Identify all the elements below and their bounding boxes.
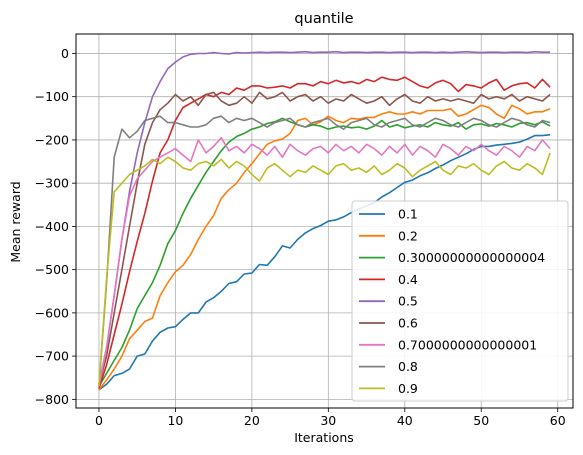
axis-ticks: 0 10 20 30 40 50 60 0 −100 −200 −300 −400 −500 −600 −7… <box>35 46 566 428</box>
legend-entry-3: 0.4 <box>398 272 418 287</box>
legend-entry-8: 0.9 <box>398 381 418 396</box>
series-lines <box>98 50 551 391</box>
x-tick-label: 0 <box>95 413 103 428</box>
legend-entry-2: 0.30000000000000004 <box>398 250 545 265</box>
legend-entry-5: 0.6 <box>398 316 418 331</box>
x-tick-label: 50 <box>473 413 489 428</box>
y-tick-label: −800 <box>35 392 69 407</box>
y-tick-label: 0 <box>61 46 69 61</box>
y-tick-label: −700 <box>35 349 69 364</box>
y-tick-label: −500 <box>35 262 69 277</box>
x-tick-label: 20 <box>244 413 260 428</box>
series-line-3 <box>98 76 551 389</box>
series-line-5 <box>98 91 551 386</box>
legend: 0.1 0.2 0.30000000000000004 0.4 0.5 0.6 0.7000… <box>351 200 569 402</box>
x-axis-label: Iterations <box>294 430 354 445</box>
y-tick-label: −100 <box>35 89 69 104</box>
x-tick-label: 60 <box>550 413 566 428</box>
x-tick-label: 10 <box>167 413 183 428</box>
legend-entry-7: 0.8 <box>398 359 418 374</box>
plot-frame <box>75 33 574 409</box>
series-line-6 <box>98 137 551 387</box>
y-axis-label: Mean reward <box>8 181 23 262</box>
y-tick-label: −200 <box>35 132 69 147</box>
x-tick-label: 40 <box>397 413 413 428</box>
chart-title: quantile <box>294 11 353 27</box>
series-line-4 <box>98 50 551 385</box>
x-tick-label: 30 <box>320 413 336 428</box>
legend-entry-4: 0.5 <box>398 294 418 309</box>
series-line-2 <box>98 117 551 387</box>
legend-entry-6: 0.7000000000000001 <box>398 337 537 352</box>
series-line-8 <box>98 152 551 387</box>
y-tick-label: −300 <box>35 176 69 191</box>
series-line-7 <box>98 115 551 387</box>
legend-frame <box>351 200 569 402</box>
y-tick-label: −600 <box>35 305 69 320</box>
legend-entry-0: 0.1 <box>398 207 418 222</box>
y-tick-label: −400 <box>35 219 69 234</box>
legend-entry-1: 0.2 <box>398 228 418 243</box>
